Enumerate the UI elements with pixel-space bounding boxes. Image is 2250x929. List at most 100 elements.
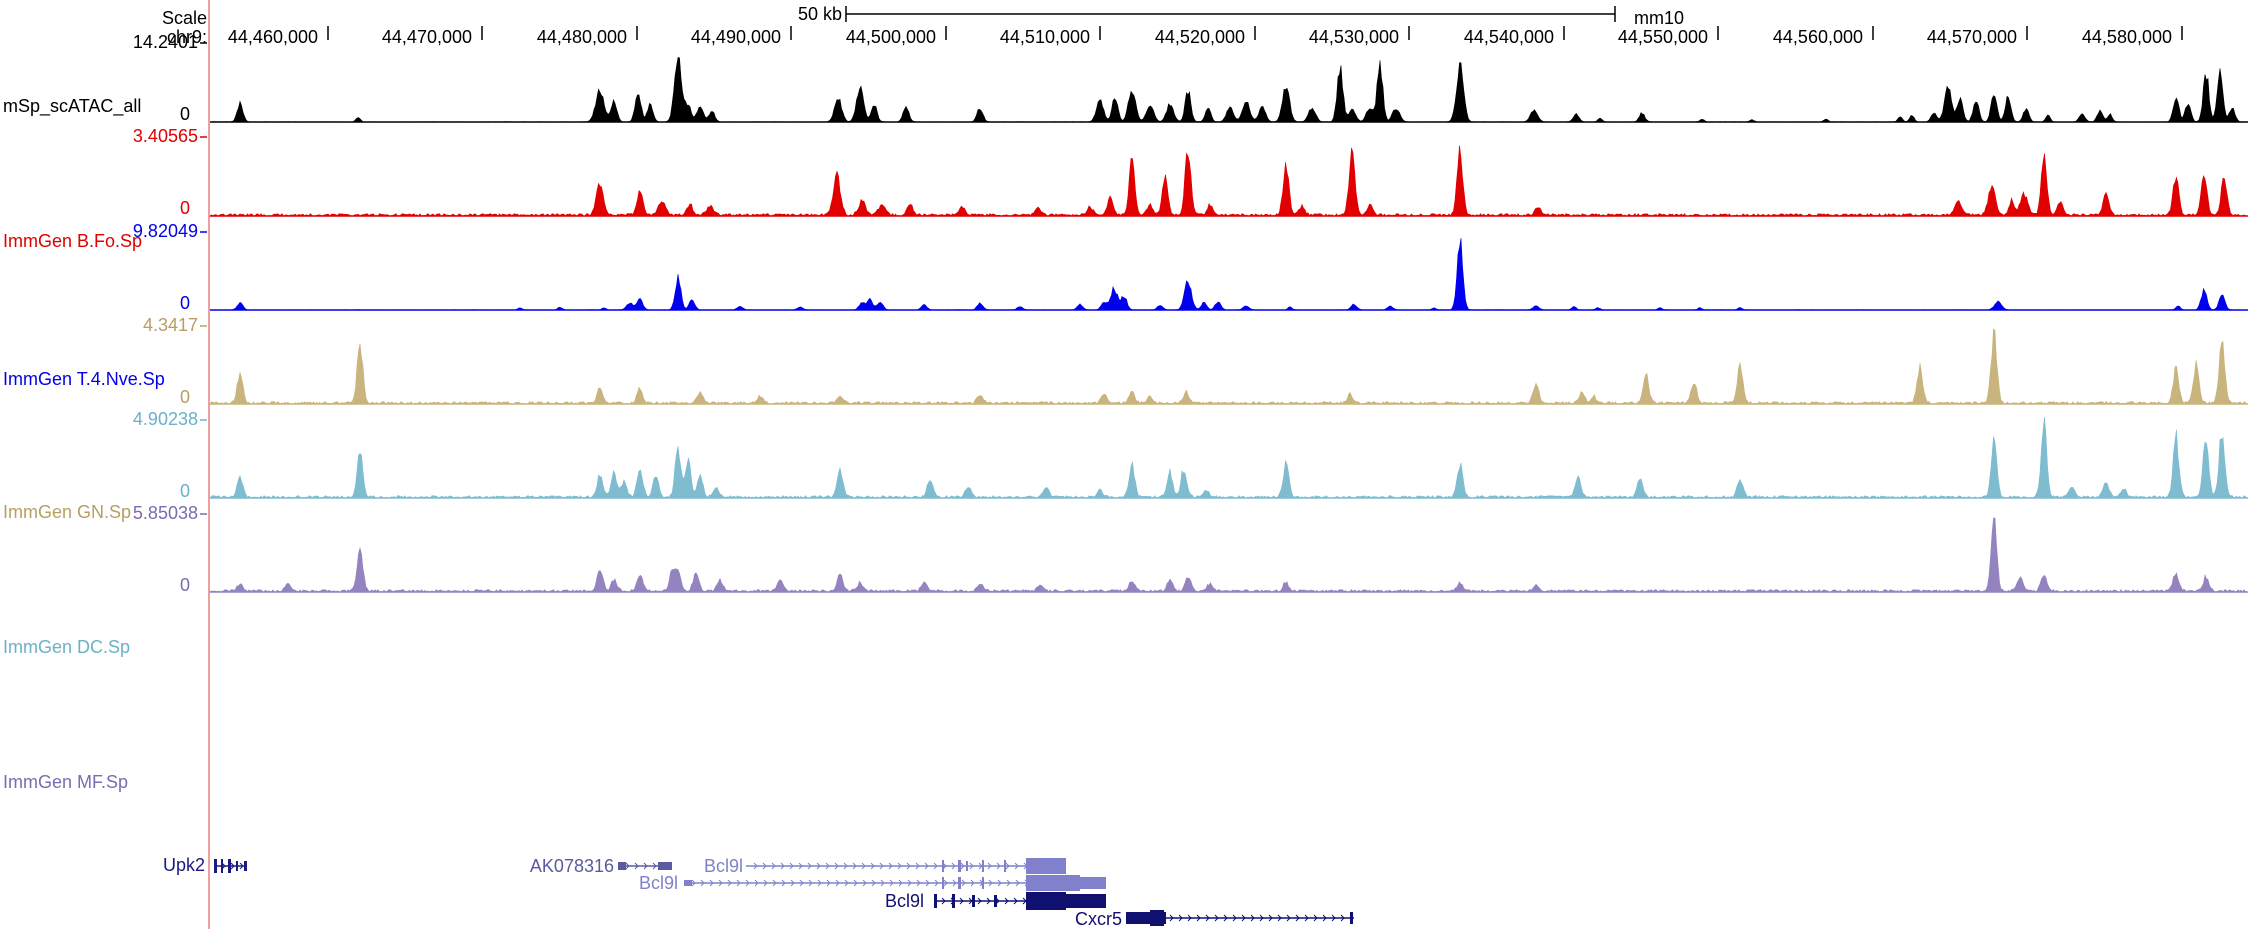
gene-cxcr5[interactable]: Cxcr5 — [1075, 909, 1354, 929]
strand-arrow — [862, 879, 867, 887]
exon-block — [982, 877, 984, 889]
gene-bcl9l[interactable]: Bcl9l — [885, 891, 1106, 911]
exon-block — [966, 861, 968, 871]
signal-area — [209, 145, 2247, 217]
strand-arrow — [970, 879, 975, 887]
track-min-value: 0 — [180, 104, 190, 124]
strand-arrow — [897, 862, 902, 870]
track-immgen-dc-sp[interactable]: ImmGen DC.Sp 4.90238 0 — [3, 409, 2248, 657]
strand-arrow — [997, 879, 1002, 887]
strand-arrow — [898, 879, 903, 887]
signal-area — [209, 238, 2247, 311]
signal-tracks: mSp_scATAC_all 14.2401 0 ImmGen B.Fo.Sp 3.40… — [3, 32, 2248, 792]
exon-block — [1026, 892, 1066, 910]
exon-block — [958, 860, 961, 872]
position-tick-label: 44,540,000 — [1464, 27, 1554, 47]
track-max-value: 4.90238 — [133, 409, 198, 429]
signal-area — [209, 517, 2247, 593]
ruler-header: Scale chr9: 50 kb mm10 44,460,000 44,470,… — [162, 4, 2183, 47]
position-tick-label: 44,480,000 — [537, 27, 627, 47]
position-tick-label: 44,520,000 — [1155, 27, 1245, 47]
track-min-value: 0 — [180, 481, 190, 501]
strand-arrow — [943, 879, 948, 887]
exon-block — [221, 859, 223, 873]
strand-arrow — [1250, 914, 1255, 922]
exon-block — [1026, 875, 1080, 891]
strand-arrow — [1241, 914, 1246, 922]
strand-arrow — [1259, 914, 1264, 922]
strand-arrow — [1214, 914, 1219, 922]
gene-bcl9l[interactable]: Bcl9l — [704, 856, 1066, 876]
strand-arrow — [977, 897, 982, 905]
strand-arrow — [1331, 914, 1336, 922]
strand-arrow — [789, 862, 794, 870]
strand-arrow — [754, 879, 759, 887]
strand-arrow — [1013, 897, 1018, 905]
strand-arrow — [709, 879, 714, 887]
strand-arrow — [700, 879, 705, 887]
track-name: ImmGen DC.Sp — [3, 637, 130, 657]
exon-block — [1150, 910, 1164, 926]
track-immgen-b-fo-sp[interactable]: ImmGen B.Fo.Sp 3.40565 0 — [3, 126, 2248, 251]
gene-bcl9l[interactable]: Bcl9l — [639, 873, 1106, 893]
strand-arrow — [844, 879, 849, 887]
strand-arrow — [960, 862, 965, 870]
track-name: mSp_scATAC_all — [3, 96, 141, 117]
track-immgen-gn-sp[interactable]: ImmGen GN.Sp 4.3417 0 — [3, 315, 2248, 522]
strand-arrow — [916, 879, 921, 887]
gene-ak078316[interactable]: AK078316 — [530, 856, 672, 876]
strand-arrow — [763, 879, 768, 887]
scale-bar-label: 50 kb — [798, 4, 842, 24]
track-name: ImmGen B.Fo.Sp — [3, 231, 142, 251]
strand-arrow — [1006, 879, 1011, 887]
assembly-label: mm10 — [1634, 8, 1684, 28]
strand-arrow — [1322, 914, 1327, 922]
strand-arrow — [853, 879, 858, 887]
track-msp-scatac-all[interactable]: mSp_scATAC_all 14.2401 0 — [3, 32, 2248, 124]
strand-arrow — [780, 862, 785, 870]
exon-block — [1026, 858, 1066, 874]
signal-area — [209, 57, 2247, 123]
strand-arrow — [772, 879, 777, 887]
strand-arrow — [790, 879, 795, 887]
strand-arrow — [988, 879, 993, 887]
gene-label: Bcl9l — [639, 873, 678, 893]
exon-block — [244, 861, 247, 871]
exon-block — [942, 877, 944, 889]
strand-arrow — [1005, 862, 1010, 870]
exon-block — [1080, 877, 1106, 889]
strand-arrow — [1232, 914, 1237, 922]
track-immgen-mf-sp[interactable]: ImmGen MF.Sp 5.85038 0 — [3, 503, 2248, 792]
scale-label: Scale — [162, 8, 207, 28]
strand-arrow — [808, 879, 813, 887]
strand-arrow — [861, 862, 866, 870]
exon-block — [618, 862, 626, 870]
strand-arrow — [915, 862, 920, 870]
exon-block — [952, 894, 955, 908]
strand-arrow — [1313, 914, 1318, 922]
position-tick-label: 44,460,000 — [228, 27, 318, 47]
chrom-label: chr9: — [167, 27, 207, 47]
exon-block — [236, 861, 238, 871]
position-tick-label: 44,530,000 — [1309, 27, 1399, 47]
strand-arrow — [889, 879, 894, 887]
position-tick-label: 44,500,000 — [846, 27, 936, 47]
track-min-value: 0 — [180, 293, 190, 313]
track-name: ImmGen T.4.Nve.Sp — [3, 369, 165, 389]
strand-arrow — [871, 879, 876, 887]
signal-area — [209, 328, 2247, 405]
strand-arrow — [826, 879, 831, 887]
strand-arrow — [1187, 914, 1192, 922]
position-tick-label: 44,470,000 — [382, 27, 472, 47]
exon-block — [1350, 912, 1353, 924]
strand-arrow — [961, 879, 966, 887]
strand-arrow — [727, 879, 732, 887]
track-immgen-t-4-nve-sp[interactable]: ImmGen T.4.Nve.Sp 9.82049 0 — [3, 221, 2248, 389]
gene-upk2[interactable]: Upk2 — [163, 855, 247, 875]
strand-arrow — [643, 862, 648, 870]
strand-arrow — [870, 862, 875, 870]
strand-arrow — [718, 879, 723, 887]
track-max-value: 5.85038 — [133, 503, 198, 523]
strand-arrow — [817, 879, 822, 887]
